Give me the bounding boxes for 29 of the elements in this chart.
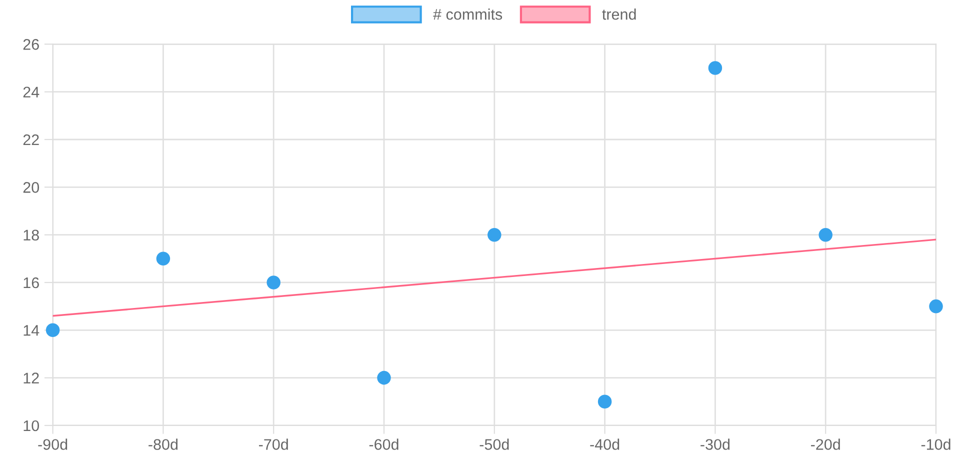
- point: [598, 394, 612, 409]
- y-tick-label: 14: [24, 325, 40, 336]
- y-tick-label: 16: [24, 277, 39, 288]
- x-tick-label: -70d: [258, 438, 288, 450]
- x-tick-label: -90d: [38, 438, 68, 450]
- x-tick-label: -30d: [700, 438, 730, 450]
- x-tick-label: -20d: [810, 438, 840, 450]
- y-tick-label: 18: [24, 230, 39, 241]
- x-tick-label: -10d: [921, 438, 950, 450]
- point: [929, 299, 943, 314]
- y-tick-label: 10: [24, 420, 40, 432]
- point: [818, 228, 832, 242]
- y-tick-label: 24: [23, 86, 40, 98]
- point: [488, 228, 502, 242]
- y-tick-label: 12: [24, 372, 39, 384]
- x-tick-label: -80d: [148, 438, 178, 450]
- point: [156, 252, 170, 266]
- point: [708, 61, 722, 75]
- x-tick-label: -60d: [369, 438, 398, 450]
- x-tick-label: -40d: [590, 438, 620, 450]
- y-tick-label: 26: [23, 39, 39, 50]
- y-tick-label: 22: [23, 134, 39, 146]
- legend-label: # commits: [433, 8, 502, 20]
- x-tick-label: -50d: [480, 438, 509, 450]
- legend-label: trend: [602, 8, 636, 20]
- point: [46, 323, 60, 338]
- point: [266, 276, 280, 290]
- y-tick-label: 20: [23, 182, 40, 193]
- point: [377, 370, 391, 385]
